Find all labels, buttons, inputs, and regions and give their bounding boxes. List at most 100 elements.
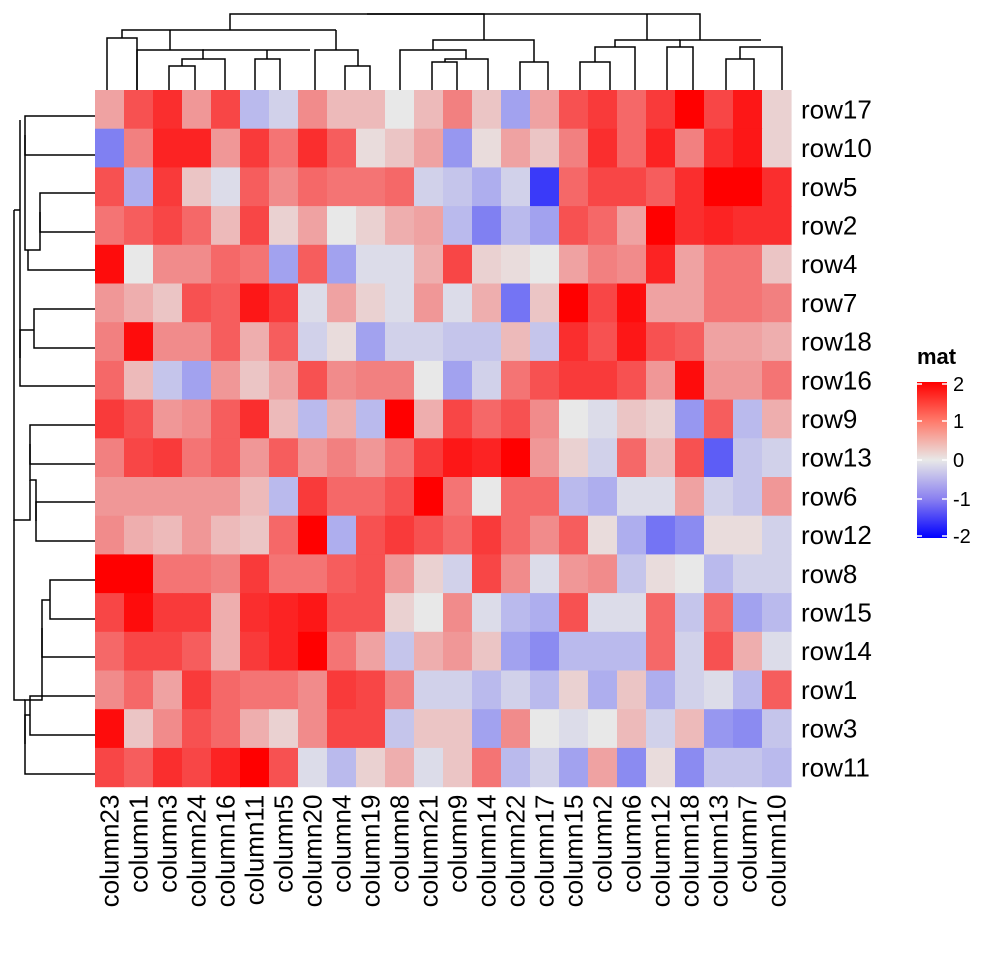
heatmap-cell bbox=[646, 206, 676, 246]
row-label: row10 bbox=[801, 133, 872, 163]
column-label: column6 bbox=[617, 795, 647, 893]
heatmap-cell bbox=[733, 167, 763, 207]
heatmap-cell bbox=[124, 438, 154, 478]
heatmap-cell bbox=[95, 283, 125, 323]
heatmap-cell bbox=[124, 399, 154, 439]
heatmap-cell bbox=[95, 167, 125, 207]
heatmap-cell bbox=[385, 438, 415, 478]
heatmap-cell bbox=[501, 554, 531, 594]
heatmap-cell bbox=[269, 515, 299, 555]
heatmap-cell bbox=[530, 631, 560, 672]
heatmap-cell bbox=[646, 399, 676, 439]
heatmap-cell bbox=[385, 477, 415, 517]
column-label: column15 bbox=[559, 795, 589, 908]
heatmap-cell bbox=[762, 670, 792, 710]
heatmap-cell bbox=[559, 167, 589, 207]
heatmap-cell bbox=[298, 128, 328, 168]
heatmap-cell bbox=[211, 631, 241, 672]
heatmap-cell bbox=[472, 593, 502, 633]
heatmap-cell bbox=[588, 167, 618, 207]
heatmap-cell bbox=[240, 167, 270, 207]
heatmap-cell bbox=[385, 399, 415, 439]
heatmap-cell bbox=[182, 438, 212, 478]
heatmap-cell bbox=[617, 90, 647, 130]
heatmap-cell bbox=[501, 206, 531, 246]
heatmap-cell bbox=[762, 631, 792, 672]
heatmap-cell bbox=[704, 90, 734, 130]
heatmap-cell bbox=[530, 167, 560, 207]
heatmap-cell bbox=[356, 360, 386, 401]
heatmap-cell bbox=[443, 399, 473, 439]
heatmap-cell bbox=[269, 283, 299, 323]
heatmap-cell bbox=[356, 283, 386, 323]
heatmap-cell bbox=[414, 244, 444, 285]
heatmap-cell bbox=[588, 90, 618, 130]
heatmap-cell bbox=[762, 709, 792, 749]
heatmap-cell bbox=[240, 709, 270, 749]
heatmap-cell bbox=[443, 593, 473, 633]
heatmap-cell bbox=[298, 477, 328, 517]
heatmap-cell bbox=[414, 747, 444, 788]
heatmap-cell bbox=[559, 283, 589, 323]
heatmap-cell bbox=[675, 554, 705, 594]
color-legend: mat 2 1 0 -1 -2 bbox=[917, 344, 971, 548]
heatmap-cell bbox=[443, 631, 473, 672]
heatmap-cell bbox=[704, 747, 734, 788]
heatmap-cell bbox=[95, 593, 125, 633]
heatmap-cell bbox=[414, 515, 444, 555]
heatmap-cell bbox=[675, 399, 705, 439]
heatmap-cell bbox=[385, 747, 415, 788]
legend-tick-label: 2 bbox=[953, 374, 964, 396]
legend-tick-label: 0 bbox=[953, 450, 964, 472]
heatmap-cell bbox=[762, 90, 792, 130]
heatmap-cell bbox=[95, 399, 125, 439]
heatmap-cell bbox=[617, 438, 647, 478]
heatmap-cell bbox=[617, 554, 647, 594]
heatmap-cell bbox=[240, 244, 270, 285]
heatmap-cell bbox=[762, 477, 792, 517]
heatmap-cell bbox=[675, 283, 705, 323]
row-label: row15 bbox=[801, 598, 872, 628]
heatmap-cell bbox=[733, 438, 763, 478]
heatmap-cell bbox=[327, 90, 357, 130]
column-label: column17 bbox=[530, 795, 560, 908]
heatmap-cell bbox=[240, 399, 270, 439]
heatmap-cell bbox=[530, 128, 560, 168]
heatmap-cell bbox=[704, 554, 734, 594]
heatmap-cell bbox=[182, 554, 212, 594]
heatmap-cell bbox=[559, 360, 589, 401]
heatmap-cell bbox=[211, 206, 241, 246]
heatmap-cell bbox=[646, 515, 676, 555]
heatmap-cell bbox=[733, 90, 763, 130]
heatmap-cell bbox=[443, 515, 473, 555]
heatmap-cell bbox=[327, 747, 357, 788]
heatmap-cell bbox=[211, 322, 241, 362]
heatmap-cell bbox=[501, 515, 531, 555]
heatmap-cell bbox=[675, 515, 705, 555]
heatmap-cell bbox=[675, 438, 705, 478]
heatmap-cell bbox=[733, 477, 763, 517]
heatmap-cell bbox=[153, 399, 183, 439]
heatmap-cell bbox=[95, 747, 125, 788]
column-label: column23 bbox=[95, 795, 125, 908]
heatmap-cell bbox=[153, 515, 183, 555]
heatmap-cell bbox=[298, 670, 328, 710]
heatmap-cell bbox=[559, 244, 589, 285]
heatmap-cell bbox=[182, 206, 212, 246]
heatmap-cell bbox=[559, 709, 589, 749]
heatmap-cell bbox=[762, 322, 792, 362]
heatmap-cell bbox=[646, 593, 676, 633]
column-label: column19 bbox=[356, 795, 386, 908]
heatmap-cell bbox=[298, 399, 328, 439]
heatmap-cell bbox=[269, 90, 299, 130]
heatmap-cell bbox=[414, 438, 444, 478]
heatmap-cell bbox=[211, 360, 241, 401]
heatmap-cell bbox=[182, 631, 212, 672]
heatmap-cell bbox=[124, 128, 154, 168]
heatmap-cell bbox=[559, 90, 589, 130]
heatmap-cell bbox=[588, 515, 618, 555]
heatmap-cell bbox=[95, 670, 125, 710]
heatmap-cell bbox=[588, 670, 618, 710]
heatmap-cell bbox=[617, 477, 647, 517]
heatmap-cells bbox=[95, 90, 792, 788]
